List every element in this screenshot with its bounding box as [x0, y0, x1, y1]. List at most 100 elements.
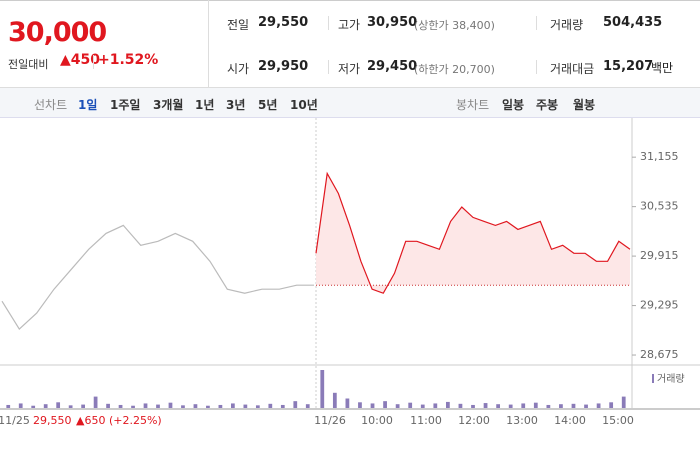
- line: [315, 171, 631, 294]
- volume-bar: [345, 398, 350, 408]
- stat-value: 15,207: [603, 59, 654, 74]
- volume-bar: [445, 401, 450, 408]
- volume-bar: [243, 404, 248, 408]
- volume-bar: [280, 404, 285, 408]
- divider: [208, 0, 209, 88]
- change-value: 450: [70, 52, 101, 68]
- tabs: 선차트 1일 1주일 3개월 1년 3년 5년 10년 봉차트 일봉 주봉 월봉: [0, 96, 700, 112]
- volume-bar: [305, 404, 310, 408]
- volume-bar: [206, 405, 210, 408]
- volume-bar: [458, 403, 463, 408]
- tab[interactable]: 일봉: [502, 98, 525, 112]
- stat-note: (상한가 38,400): [414, 19, 495, 32]
- volume-bar: [93, 396, 98, 408]
- volume-bar: [370, 403, 375, 408]
- tab[interactable]: 봉차트: [456, 98, 490, 112]
- stat-value: 30,950: [367, 15, 418, 30]
- y-tick-label: 31,155: [640, 150, 679, 163]
- volume-bar: [433, 403, 438, 408]
- stat-label: 시가: [227, 62, 250, 76]
- divider: [93, 55, 94, 69]
- tab[interactable]: 3개월: [153, 98, 184, 112]
- stat-label: 저가: [338, 62, 361, 76]
- area: [316, 173, 630, 294]
- tab[interactable]: 5년: [258, 98, 278, 112]
- price: 30,000: [8, 17, 107, 48]
- tab-bar: [0, 88, 700, 118]
- x-tick-label: 11/25: [0, 414, 30, 427]
- volume-bar: [383, 401, 387, 408]
- volume-bar: [106, 403, 110, 408]
- volume-bar: [168, 402, 173, 408]
- x-tick-label: 11/26: [314, 414, 346, 427]
- volume-bar: [496, 404, 501, 408]
- tab[interactable]: 10년: [290, 98, 318, 112]
- volume-bar: [43, 404, 48, 408]
- change-label: 전일대비: [8, 58, 49, 71]
- volume-bar: [231, 403, 235, 408]
- x-tick-label: 10:00: [361, 414, 393, 427]
- volume-bar: [31, 405, 36, 408]
- tab[interactable]: 주봉: [536, 98, 559, 112]
- divider: [328, 60, 329, 74]
- x-tick-label: 15:00: [602, 414, 634, 427]
- volume-bar: [143, 403, 148, 408]
- x-tick-label: 13:00: [506, 414, 538, 427]
- stat-label: 전일: [227, 18, 250, 32]
- volume-bar: [621, 396, 626, 408]
- volume-bar: [6, 404, 11, 408]
- volume-bar: [584, 404, 588, 408]
- legend-label: 거래량: [657, 373, 685, 385]
- change: ▲450: [60, 52, 101, 68]
- x-tick-label: 14:00: [554, 414, 586, 427]
- volume-bar: [68, 405, 73, 408]
- y-tick-label: 29,915: [640, 249, 679, 262]
- stat-value: 29,950: [258, 59, 309, 74]
- stat-label: 거래대금: [550, 62, 595, 76]
- volume-bar: [408, 402, 413, 408]
- volume-bar: [332, 392, 337, 408]
- tab[interactable]: 1주일: [110, 98, 141, 112]
- tab[interactable]: 3년: [226, 98, 246, 112]
- volume-bar: [559, 404, 563, 408]
- divider: [328, 16, 329, 30]
- volume-bar: [131, 405, 135, 408]
- volume-bar: [521, 403, 526, 408]
- volume-bar: [471, 404, 475, 408]
- x-tick-label: 11:00: [410, 414, 442, 427]
- volume-bar: [18, 403, 23, 408]
- tab[interactable]: 1일: [78, 98, 98, 112]
- tab[interactable]: 선차트: [34, 98, 68, 112]
- divider: [536, 60, 537, 74]
- volume-bar: [268, 403, 273, 408]
- y-tick-label: 29,295: [640, 299, 679, 312]
- volume-bar: [56, 402, 61, 408]
- divider: [536, 16, 537, 30]
- volume-bar: [483, 403, 488, 408]
- volume-bar: [571, 403, 576, 408]
- chart: 31,155 30,535 29,915 29,295 28,675 거래량 11/25 11…: [0, 118, 700, 427]
- volume-bar: [218, 404, 223, 408]
- footer-change: ▲650 (+2.25%): [76, 414, 162, 427]
- tab[interactable]: 1년: [195, 98, 215, 112]
- tab[interactable]: 월봉: [573, 98, 596, 112]
- volume-bar: [193, 404, 198, 408]
- legend-swatch: [652, 374, 654, 383]
- stat-unit: 백만: [651, 61, 674, 75]
- header: [0, 0, 700, 88]
- volume-bar: [596, 403, 601, 408]
- volume-bar: [156, 404, 160, 408]
- volume-bar: [81, 404, 85, 408]
- change-pct: +1.52%: [98, 52, 159, 68]
- footer-close: 29,550: [33, 414, 72, 427]
- volume-bar: [118, 404, 123, 408]
- volume-bar: [181, 405, 185, 408]
- stat-label: 고가: [338, 18, 361, 32]
- stat-note: (하한가 20,700): [414, 63, 495, 76]
- y-tick-label: 30,535: [640, 200, 679, 213]
- volume-bar: [508, 404, 513, 408]
- volume-bar: [420, 404, 425, 408]
- volume-bar: [533, 402, 538, 408]
- stat-label: 거래량: [550, 18, 584, 32]
